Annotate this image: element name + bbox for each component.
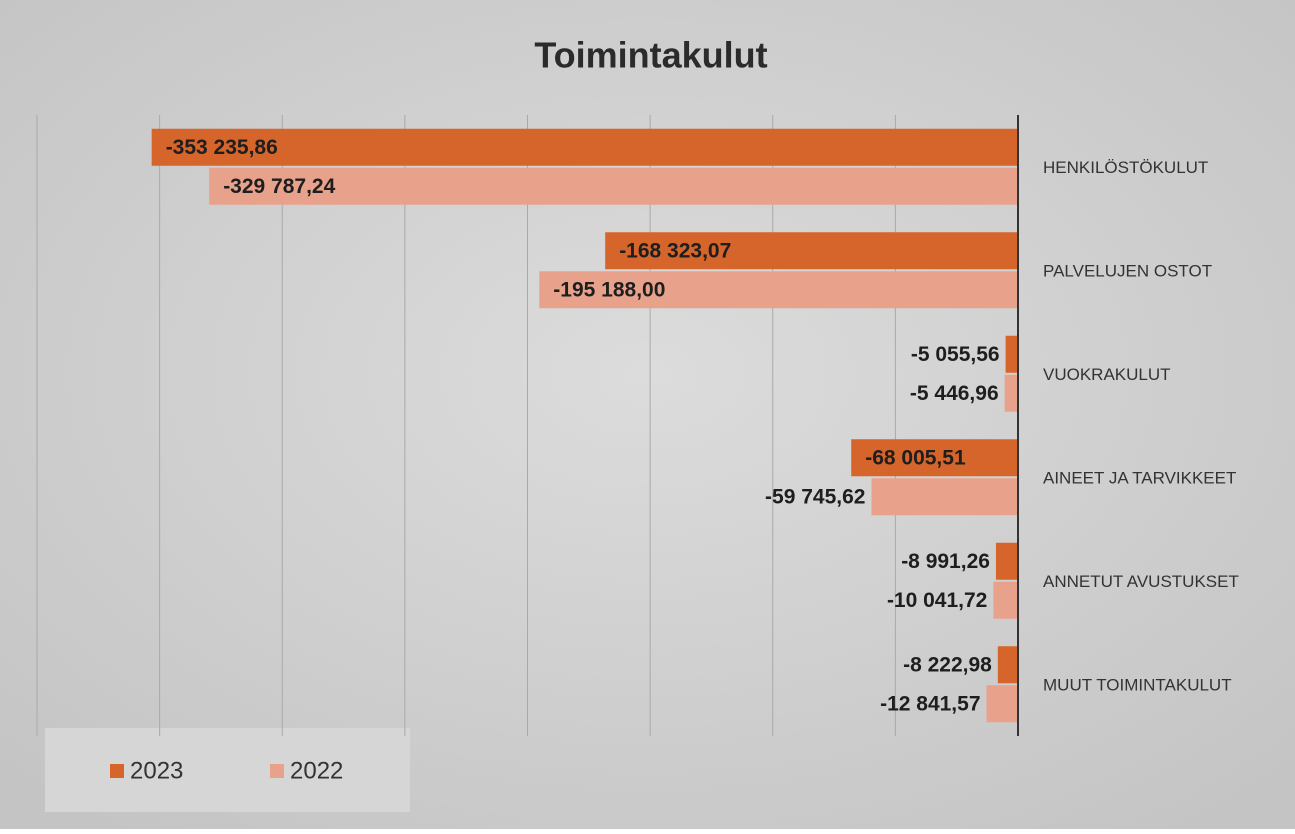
category-label: VUOKRAKULUT	[1043, 365, 1171, 384]
data-label: -195 188,00	[553, 278, 665, 301]
data-label: -12 841,57	[880, 692, 980, 715]
data-label: -59 745,62	[765, 485, 865, 508]
bar	[209, 167, 1019, 205]
legend-label: 2022	[290, 757, 343, 784]
data-label: -10 041,72	[887, 589, 987, 612]
data-label: -68 005,51	[865, 446, 966, 469]
bar	[995, 542, 1018, 580]
data-label: -329 787,24	[223, 175, 335, 198]
category-label: PALVELUJEN OSTOT	[1043, 262, 1212, 281]
bar	[1004, 374, 1018, 412]
bar	[539, 271, 1018, 309]
legend-box	[45, 728, 410, 812]
bar	[851, 439, 1018, 477]
bar	[871, 478, 1018, 516]
data-label: -168 323,07	[619, 239, 731, 262]
data-label: -8 991,26	[901, 550, 990, 573]
legend-swatch	[110, 764, 124, 778]
category-label: AINEET JA TARVIKKEET	[1043, 469, 1236, 488]
bar	[151, 128, 1018, 166]
category-label: ANNETUT AVUSTUKSET	[1043, 572, 1239, 591]
legend-label: 2023	[130, 757, 183, 784]
bar	[997, 646, 1018, 684]
bar	[605, 232, 1018, 270]
data-label: -8 222,98	[903, 653, 992, 676]
bar	[993, 581, 1018, 619]
data-label: -5 055,56	[911, 343, 1000, 366]
chart-title: Toimintakulut	[534, 35, 767, 76]
category-label: MUUT TOIMINTAKULUT	[1043, 676, 1232, 695]
data-label: -5 446,96	[910, 382, 999, 405]
data-label: -353 235,86	[166, 136, 278, 159]
bar	[1005, 335, 1018, 373]
category-label: HENKILÖSTÖKULUT	[1043, 158, 1208, 177]
bar	[986, 685, 1018, 723]
legend-swatch	[270, 764, 284, 778]
